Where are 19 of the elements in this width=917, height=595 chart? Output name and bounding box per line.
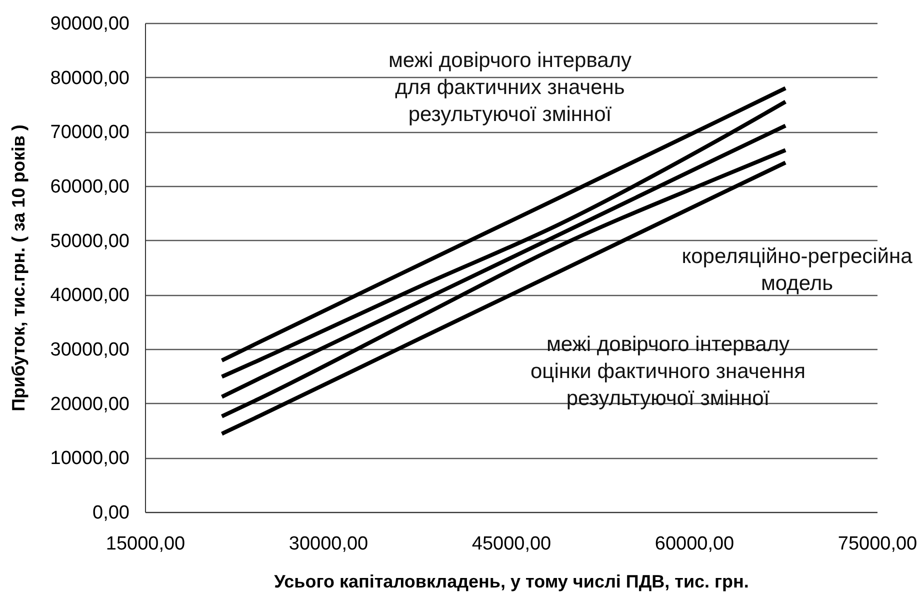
y-tick-label: 90000,00 [50,14,130,34]
annotation: кореляційно-регресійна модель [682,245,913,295]
x-tick-label: 45000,00 [472,534,552,554]
x-tick-label: 60000,00 [654,534,734,554]
y-tick-label: 20000,00 [50,394,130,415]
y-tick-label: 0,00 [92,502,130,524]
y-tick-label: 10000,00 [50,448,130,470]
x-tick-label: 30000,00 [288,534,368,554]
y-tick-label: 40000,00 [50,285,130,306]
x-tick-label: 75000,00 [838,534,917,554]
y-tick-label: 70000,00 [50,122,130,144]
y-axis-title: Прибуток, тис.грн. ( за 10 років ) [8,124,28,412]
y-tick-label: 60000,00 [50,176,130,198]
x-tick-label: 15000,00 [106,534,186,554]
annotation: межі довірчого інтервалу для фактичних значень результуючої змінної [388,49,632,126]
y-tick-label: 80000,00 [50,68,130,89]
x-axis-title: Усього капіталовкладень, у тому числі ПДВ, тис. грн. [274,572,749,592]
y-tick-label: 50000,00 [50,230,130,252]
y-tick-label: 30000,00 [50,340,130,360]
